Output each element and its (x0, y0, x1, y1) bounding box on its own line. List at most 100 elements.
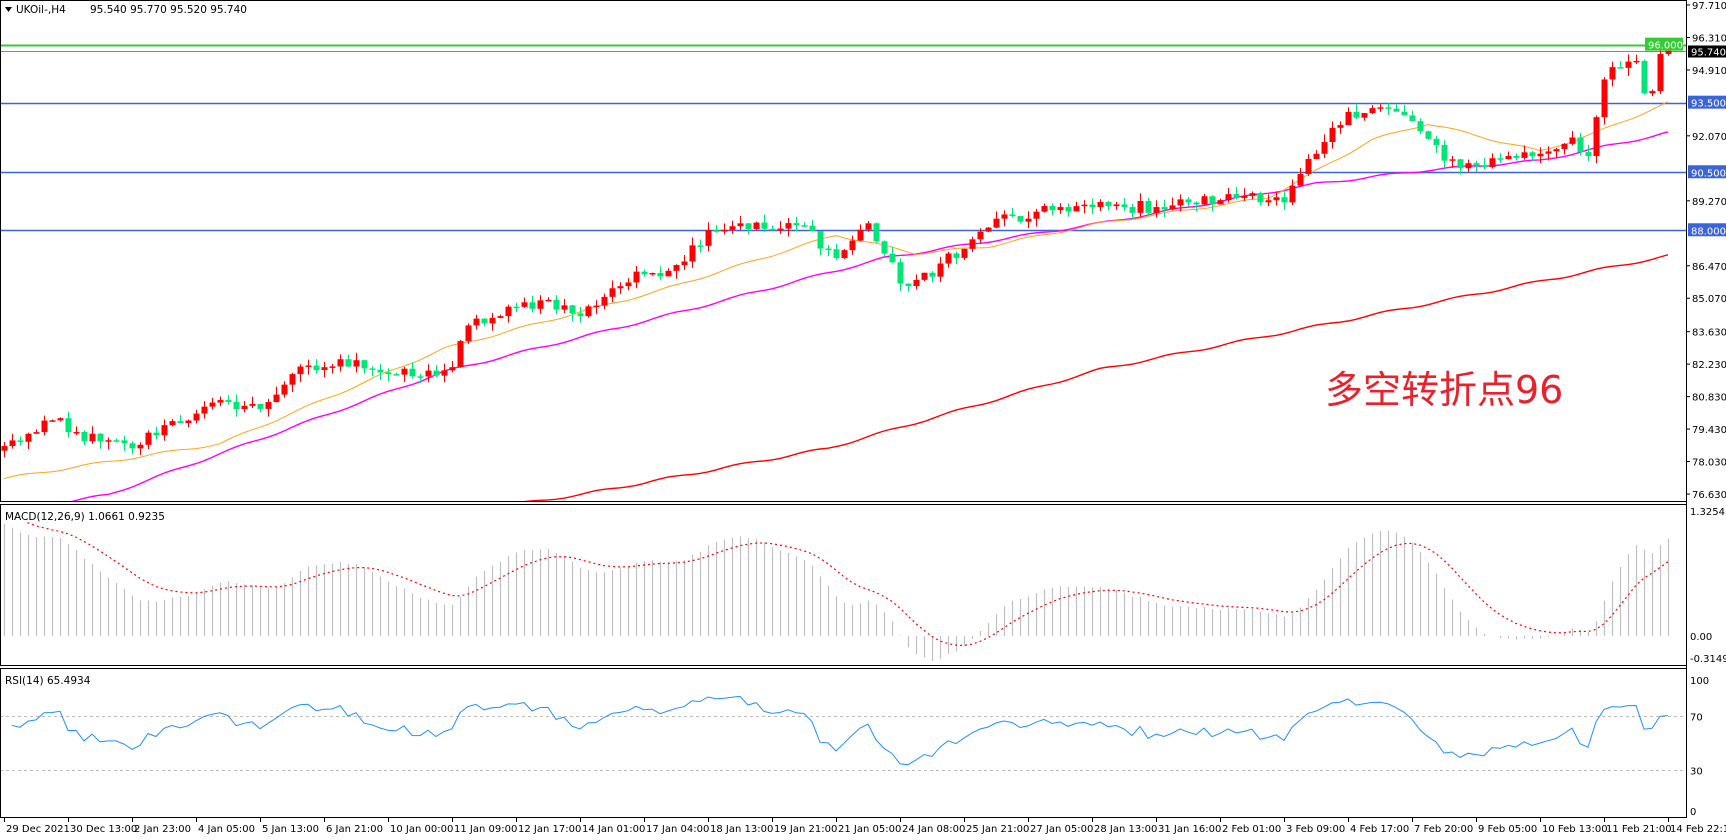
candle (1401, 104, 1408, 116)
candle (617, 282, 624, 294)
candle-body (337, 359, 344, 367)
candle (529, 295, 536, 313)
candle (1057, 203, 1064, 214)
candle (625, 278, 632, 291)
candle (1417, 118, 1424, 135)
candle-body (761, 222, 768, 229)
candle (1217, 198, 1224, 205)
candle-body (625, 282, 632, 287)
rsi-plot (1, 695, 1686, 771)
candle-body (1057, 207, 1064, 211)
candle-body (1001, 214, 1008, 219)
candle-body (1305, 158, 1312, 174)
candle (1513, 153, 1520, 161)
macd-min-label: -0.3149 (1690, 654, 1726, 665)
candle-body (113, 440, 120, 442)
candle (1265, 194, 1272, 207)
time-axis-label: 11 Jan 09:00 (454, 824, 517, 835)
candle (193, 409, 200, 424)
candle (601, 293, 608, 310)
candle-body (1329, 127, 1336, 142)
candle-body (1641, 60, 1648, 94)
candle (49, 419, 56, 422)
candle-body (985, 227, 992, 232)
candle-body (1337, 125, 1344, 128)
price-axis-label: 86.470 (1692, 262, 1726, 273)
candle (121, 435, 128, 452)
candle-body (1481, 165, 1488, 167)
candle-body (577, 313, 584, 317)
candle-body (1617, 67, 1624, 69)
triangle-down-icon[interactable] (5, 7, 12, 12)
candle-body (193, 413, 200, 421)
candle (921, 272, 928, 281)
candle-body (529, 302, 536, 309)
candle-body (953, 253, 960, 258)
candle (1081, 200, 1088, 214)
candle-body (633, 271, 640, 283)
candle (761, 214, 768, 233)
candle-body (913, 279, 920, 287)
time-axis-label: 10 Jan 00:00 (390, 824, 453, 835)
candle-body (1225, 194, 1232, 201)
candle-body (169, 421, 176, 426)
candle-body (377, 369, 384, 373)
candle-body (401, 368, 408, 375)
candle-body (1073, 206, 1080, 212)
candle (137, 442, 144, 456)
candle-body (1137, 201, 1144, 213)
candle-body (249, 403, 256, 406)
candle (481, 318, 488, 327)
candle (1465, 159, 1472, 172)
candle (1321, 134, 1328, 158)
time-axis-label: 2 Jan 23:00 (134, 824, 191, 835)
candle-body (345, 359, 352, 367)
candle (1497, 153, 1504, 164)
candle (337, 354, 344, 372)
candle-body (1113, 204, 1120, 207)
candle (905, 283, 912, 292)
candle (1097, 199, 1104, 211)
candle (153, 426, 160, 440)
candle (1089, 198, 1096, 215)
candle (313, 359, 320, 374)
candle (569, 304, 576, 322)
candle (1609, 61, 1616, 87)
time-axis-label: 3 Feb 09:00 (1286, 824, 1345, 835)
candle (385, 368, 392, 382)
macd-panel[interactable] (0, 504, 1687, 666)
candle (873, 222, 880, 243)
time-axis-label: 19 Jan 21:00 (774, 824, 837, 835)
candle-body (897, 262, 904, 284)
candle-body (417, 376, 424, 378)
candle (1257, 191, 1264, 206)
candle (1577, 132, 1584, 156)
candle-body (617, 286, 624, 289)
candle-body (1385, 107, 1392, 109)
candle (217, 396, 224, 407)
candle-body (361, 360, 368, 369)
candle (17, 436, 24, 446)
candle-body (289, 374, 296, 385)
candle (1505, 151, 1512, 160)
candle-body (145, 432, 152, 445)
time-axis-label: 12 Jan 17:00 (518, 824, 581, 835)
candle-body (329, 366, 336, 368)
candle-body (497, 316, 504, 318)
price-axis-label: 78.030 (1692, 458, 1726, 469)
time-axis-label: 18 Jan 13:00 (710, 824, 773, 835)
candle (713, 224, 720, 233)
candle-body (1209, 196, 1216, 205)
candle-body (1665, 50, 1672, 54)
candle (257, 403, 264, 413)
candle-body (1401, 111, 1408, 116)
candle (641, 269, 648, 277)
candle (1225, 188, 1232, 203)
candle-body (1033, 211, 1040, 219)
candle-body (1513, 156, 1520, 158)
candle-body (433, 370, 440, 376)
candle-body (393, 374, 400, 376)
candle (345, 354, 352, 368)
candle-body (1425, 131, 1432, 139)
